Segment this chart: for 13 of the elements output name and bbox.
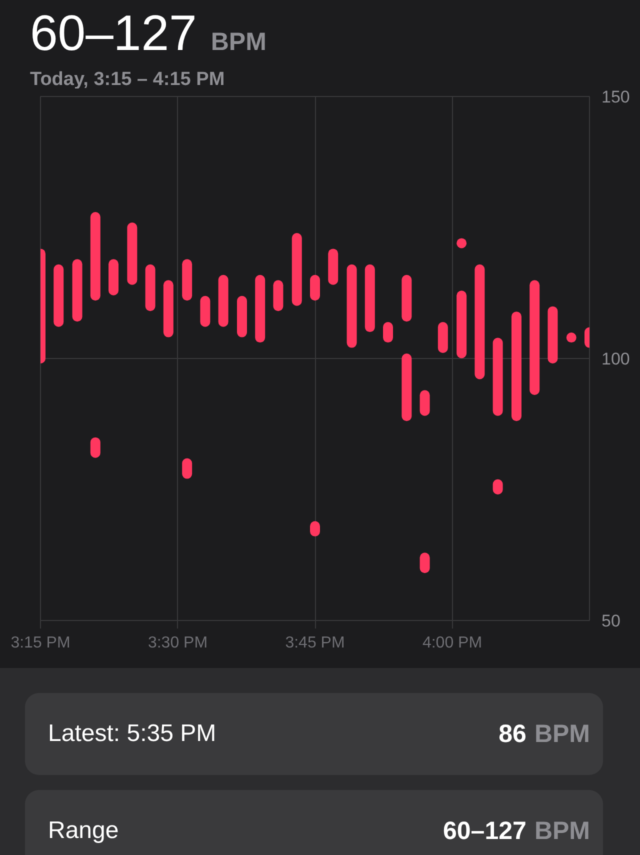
y-tick-label: 50 xyxy=(602,612,620,630)
x-tick-label: 3:30 PM xyxy=(148,634,208,652)
x-tick-label: 3:15 PM xyxy=(10,634,70,652)
x-tick-label: 3:45 PM xyxy=(285,634,345,652)
chart-title: 60–127 BPM xyxy=(30,5,266,61)
text: 60–127 BPM xyxy=(443,817,590,845)
chart-subtitle: Today, 3:15 – 4:15 PM xyxy=(30,68,226,92)
y-tick-label: 100 xyxy=(602,350,630,368)
y-tick-label: 150 xyxy=(602,88,630,106)
x-tick-label: 4:00 PM xyxy=(422,634,482,652)
text: Range xyxy=(48,816,119,846)
text: 86 BPM xyxy=(498,720,590,748)
text: Latest: 5:35 PM xyxy=(48,719,216,749)
